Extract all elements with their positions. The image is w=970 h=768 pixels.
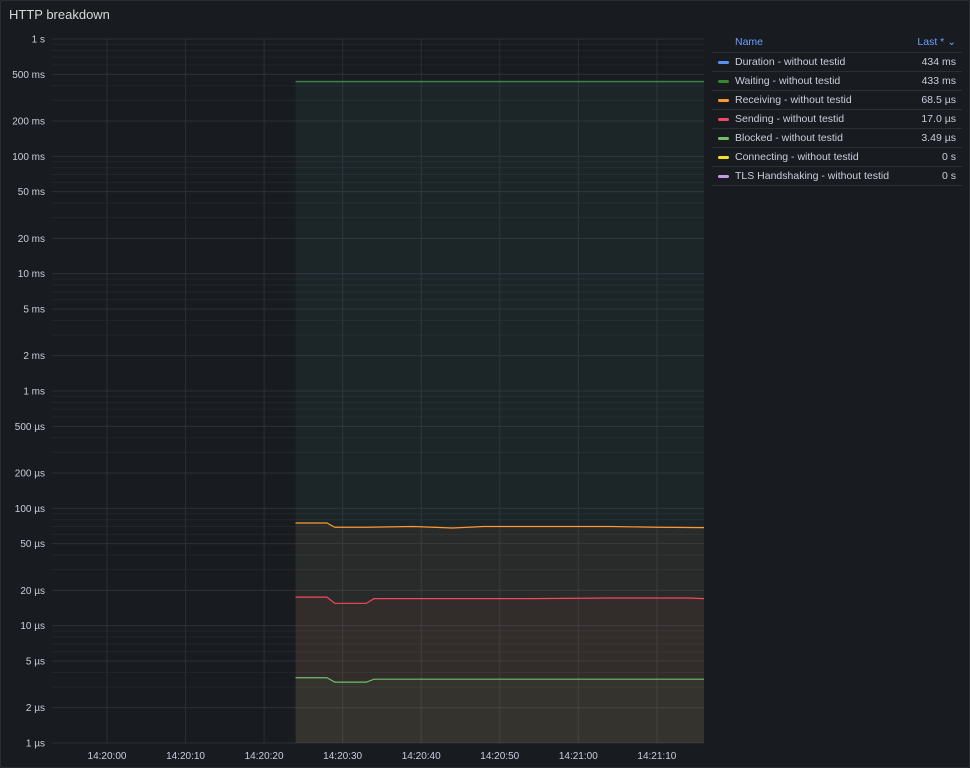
y-tick-label: 500 ms [12, 70, 45, 81]
legend-item-name: TLS Handshaking - without testid [735, 170, 890, 182]
legend-swatch [718, 174, 729, 178]
legend-item-name: Duration - without testid [735, 56, 846, 68]
legend-swatch [718, 98, 729, 102]
y-tick-label: 2 ms [23, 351, 45, 362]
series-area [295, 522, 704, 743]
legend-item-name: Connecting - without testid [735, 151, 859, 163]
y-tick-label: 1 s [32, 35, 45, 46]
x-tick-label: 14:20:00 [88, 751, 127, 762]
legend-swatch [718, 79, 729, 83]
legend-item[interactable]: Duration - without testid 434 ms [712, 53, 962, 72]
legend-item-name: Blocked - without testid [735, 132, 843, 144]
y-tick-label: 20 µs [20, 586, 45, 597]
legend-swatch [718, 117, 729, 121]
y-tick-label: 5 µs [26, 656, 45, 667]
y-tick-label: 2 µs [26, 703, 45, 714]
y-tick-label: 5 ms [23, 304, 45, 315]
series-area [295, 81, 704, 743]
legend-item-name: Receiving - without testid [735, 94, 852, 106]
x-tick-label: 14:20:20 [245, 751, 284, 762]
y-tick-label: 100 ms [12, 152, 45, 163]
series-line [295, 596, 705, 604]
legend-item[interactable]: Receiving - without testid 68.5 µs [712, 91, 962, 110]
y-tick-label: 10 µs [20, 621, 45, 632]
y-tick-label: 500 µs [15, 422, 45, 433]
x-tick-label: 14:21:00 [559, 751, 598, 762]
legend-rows: Duration - without testid 434 ms Waiting -… [712, 53, 962, 186]
y-tick-label: 20 ms [18, 234, 45, 245]
x-tick-label: 14:20:30 [323, 751, 362, 762]
legend-item[interactable]: Blocked - without testid 3.49 µs [712, 129, 962, 148]
legend-item[interactable]: Connecting - without testid 0 s [712, 148, 962, 167]
legend-swatch [718, 136, 729, 140]
series-area [295, 677, 704, 743]
x-tick-label: 14:20:40 [402, 751, 441, 762]
legend-item[interactable]: Sending - without testid 17.0 µs [712, 110, 962, 129]
legend-swatch [718, 155, 729, 159]
y-tick-label: 1 µs [26, 739, 45, 750]
legend-sort-header[interactable]: Last * ⌄ [917, 36, 956, 48]
y-tick-label: 50 µs [20, 539, 45, 550]
legend-header: Name Last * ⌄ [712, 32, 962, 53]
legend-item-value: 0 s [941, 170, 956, 182]
legend: Name Last * ⌄ Duration - without testid 4… [712, 32, 962, 186]
legend-item-value: 3.49 µs [921, 132, 956, 144]
legend-name-header[interactable]: Name [735, 36, 764, 48]
legend-swatch [718, 60, 729, 64]
y-tick-label: 1 ms [23, 387, 45, 398]
legend-item-value: 17.0 µs [921, 113, 956, 125]
y-tick-label: 100 µs [15, 504, 45, 515]
panel-title[interactable]: HTTP breakdown [9, 7, 110, 22]
y-tick-label: 50 ms [18, 187, 45, 198]
x-tick-label: 14:20:10 [166, 751, 205, 762]
y-tick-label: 200 µs [15, 469, 45, 480]
legend-item-value: 433 ms [921, 75, 956, 87]
x-tick-label: 14:21:10 [637, 751, 676, 762]
y-tick-label: 200 ms [12, 117, 45, 128]
y-tick-label: 10 ms [18, 269, 45, 280]
legend-item[interactable]: TLS Handshaking - without testid 0 s [712, 167, 962, 186]
legend-item-name: Sending - without testid [735, 113, 845, 125]
series-line [295, 677, 704, 683]
legend-item-value: 0 s [941, 151, 956, 163]
x-tick-label: 14:20:50 [480, 751, 519, 762]
legend-item-value: 434 ms [921, 56, 956, 68]
legend-item[interactable]: Waiting - without testid 433 ms [712, 72, 962, 91]
series-area [295, 597, 704, 743]
legend-item-name: Waiting - without testid [735, 75, 841, 87]
series-area [295, 81, 704, 743]
legend-item-value: 68.5 µs [921, 94, 956, 106]
series-line [295, 522, 705, 529]
